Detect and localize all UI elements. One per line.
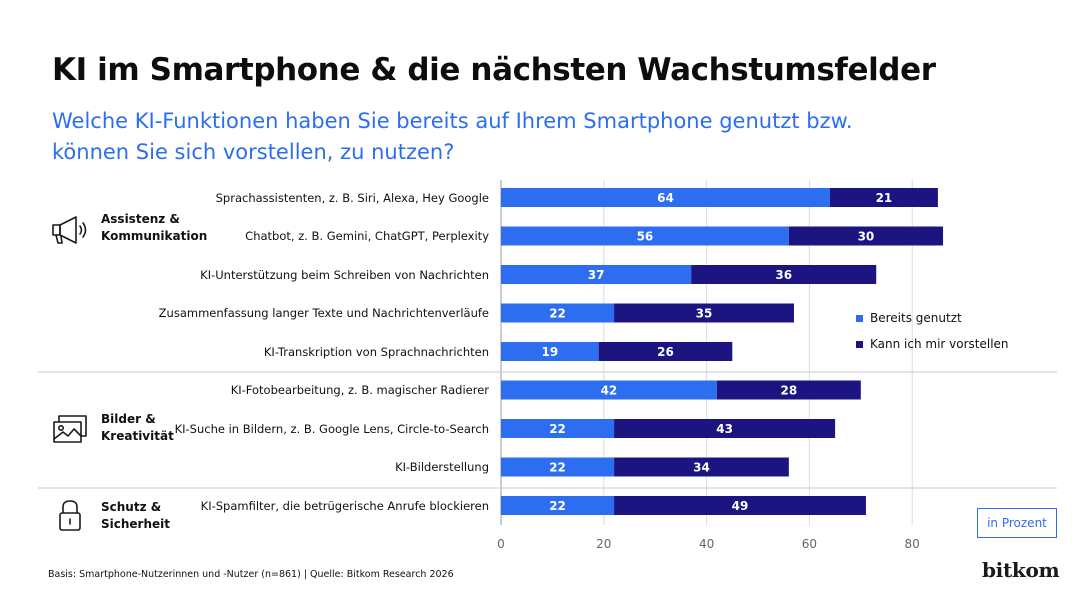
data-label-used: 19 bbox=[541, 345, 558, 359]
x-tick-label: 40 bbox=[699, 537, 714, 551]
data-label-used: 56 bbox=[637, 230, 654, 244]
data-label-imagine: 36 bbox=[775, 268, 792, 282]
bar-used bbox=[501, 303, 615, 323]
x-tick-label: 60 bbox=[802, 537, 817, 551]
row-label: Chatbot, z. B. Gemini, ChatGPT, Perplexi… bbox=[245, 229, 489, 243]
bar-imagine bbox=[691, 265, 877, 284]
data-label-used: 22 bbox=[549, 461, 566, 475]
bar-imagine bbox=[614, 496, 866, 515]
legend-item-imagine: Kann ich mir vorstellen bbox=[856, 337, 1009, 351]
data-label-used: 22 bbox=[549, 499, 566, 513]
row-label: KI-Bilderstellung bbox=[395, 460, 489, 474]
legend-label-used: Bereits genutzt bbox=[870, 311, 962, 325]
bar-imagine bbox=[788, 226, 944, 246]
unit-label: in Prozent bbox=[977, 508, 1057, 538]
chart-legend: Bereits genutzt Kann ich mir vorstellen bbox=[856, 311, 1009, 363]
bar-imagine bbox=[614, 457, 789, 477]
bar-used bbox=[501, 342, 599, 361]
category-label-assistance: Assistenz & Kommunikation bbox=[101, 212, 208, 243]
lock-icon bbox=[50, 498, 90, 532]
data-label-used: 22 bbox=[549, 422, 566, 436]
bar-imagine bbox=[716, 380, 861, 400]
bar-used bbox=[501, 380, 717, 400]
x-tick-label: 80 bbox=[905, 537, 920, 551]
row-label: KI-Suche in Bildern, z. B. Google Lens, … bbox=[174, 422, 489, 436]
legend-item-used: Bereits genutzt bbox=[856, 311, 1009, 325]
data-label-imagine: 30 bbox=[858, 230, 875, 244]
category-label-security: Schutz & Sicherheit bbox=[101, 500, 170, 531]
bitkom-logo: bitkom bbox=[982, 558, 1060, 582]
image-icon bbox=[50, 413, 90, 447]
bar-used bbox=[501, 496, 615, 515]
data-label-used: 42 bbox=[601, 384, 618, 398]
x-tick-label: 0 bbox=[497, 537, 505, 551]
footnote: Basis: Smartphone-Nutzerinnen und -Nutze… bbox=[48, 569, 454, 580]
data-label-used: 64 bbox=[657, 191, 674, 205]
chart-title: KI im Smartphone & die nächsten Wachstum… bbox=[52, 52, 936, 88]
bar-used bbox=[501, 188, 830, 207]
bar-imagine bbox=[829, 188, 938, 207]
data-label-imagine: 28 bbox=[780, 384, 797, 398]
chart-subtitle: Welche KI-Funktionen haben Sie bereits a… bbox=[52, 109, 853, 164]
row-label: KI-Spamfilter, die betrügerische Anrufe … bbox=[200, 499, 489, 513]
data-label-used: 22 bbox=[549, 307, 566, 321]
legend-swatch-used bbox=[856, 314, 863, 322]
bar-imagine bbox=[598, 342, 733, 361]
bar-used bbox=[501, 457, 615, 477]
data-label-imagine: 49 bbox=[732, 499, 749, 513]
x-tick-label: 20 bbox=[596, 537, 611, 551]
category-label-images: Bilder & Kreativität bbox=[101, 412, 174, 443]
legend-swatch-imagine bbox=[856, 340, 863, 348]
row-label: KI-Unterstützung beim Schreiben von Nach… bbox=[200, 268, 489, 282]
row-label: Zusammenfassung langer Texte und Nachric… bbox=[158, 306, 489, 320]
bar-imagine bbox=[614, 419, 836, 438]
data-label-imagine: 26 bbox=[657, 345, 674, 359]
bar-imagine bbox=[614, 303, 794, 323]
data-label-used: 37 bbox=[588, 268, 605, 282]
legend-label-imagine: Kann ich mir vorstellen bbox=[870, 337, 1009, 351]
row-label: Sprachassistenten, z. B. Siri, Alexa, He… bbox=[215, 191, 489, 205]
bar-used bbox=[501, 265, 692, 284]
data-label-imagine: 34 bbox=[693, 461, 710, 475]
bar-used bbox=[501, 419, 615, 438]
data-label-imagine: 21 bbox=[876, 191, 893, 205]
row-label: KI-Fotobearbeitung, z. B. magischer Radi… bbox=[230, 383, 489, 397]
bar-used bbox=[501, 226, 789, 246]
data-label-imagine: 43 bbox=[716, 422, 733, 436]
row-label: KI-Transkription von Sprachnachrichten bbox=[263, 345, 489, 359]
data-label-imagine: 35 bbox=[696, 307, 713, 321]
megaphone-icon bbox=[50, 213, 90, 247]
